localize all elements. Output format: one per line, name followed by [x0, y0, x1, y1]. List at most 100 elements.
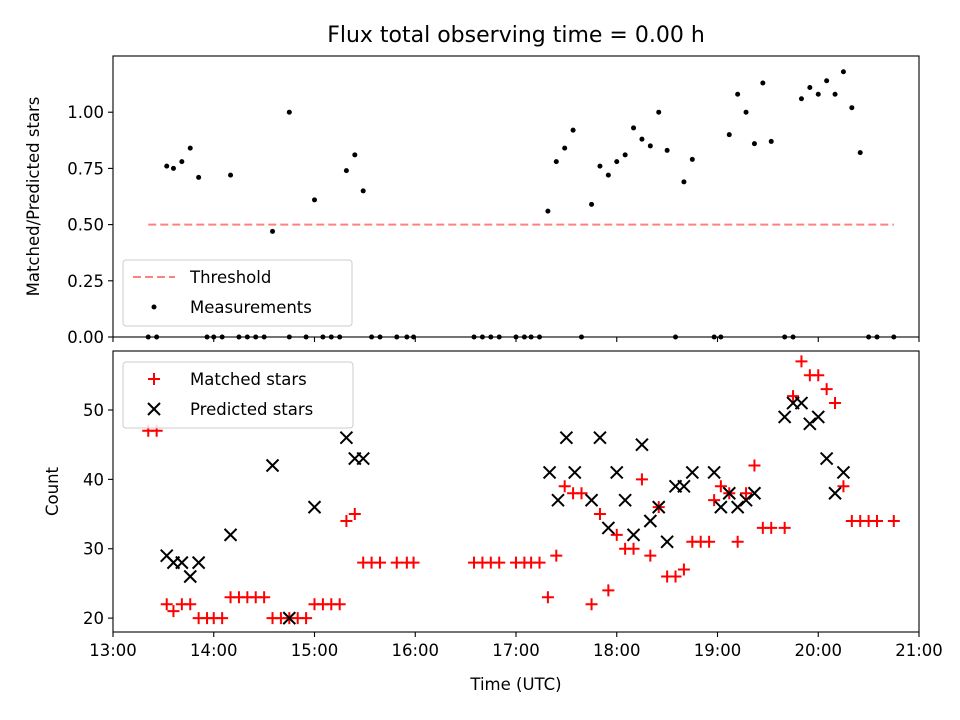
matched-stars-point	[644, 549, 657, 562]
matched-stars-point	[871, 514, 884, 527]
chart-title: Flux total observing time = 0.00 h	[327, 23, 705, 48]
predicted-stars-point	[739, 493, 753, 507]
predicted-stars-point	[677, 479, 691, 494]
measurement-point	[261, 334, 267, 340]
matched-stars-point	[708, 494, 721, 507]
measurement-point	[228, 172, 234, 178]
predicted-stars-point	[282, 611, 297, 625]
matched-stars-point	[635, 473, 648, 486]
matched-stars-point	[167, 605, 180, 618]
measurement-point	[735, 91, 741, 97]
measurement-point	[673, 334, 679, 340]
measurement-point	[718, 334, 724, 340]
matched-stars-point	[340, 514, 353, 527]
matched-stars-point	[216, 612, 229, 625]
measurement-point	[857, 150, 863, 156]
count-panel-xlabel: Time (UTC)	[469, 675, 561, 694]
predicted-legend-marker	[147, 402, 161, 416]
measurement-point	[545, 208, 551, 214]
matched-stars-point	[333, 598, 346, 611]
matched-stars-point	[610, 528, 623, 541]
matched-stars-point	[731, 535, 744, 548]
measurement-point	[824, 78, 830, 84]
predicted-stars-point	[803, 417, 817, 431]
measurement-point	[496, 334, 502, 340]
predicted-stars-point	[777, 410, 792, 424]
predicted-stars-point	[339, 431, 354, 445]
predicted-stars-point	[794, 396, 809, 410]
matched-stars-point	[550, 549, 563, 562]
predicted-stars-point	[722, 486, 736, 500]
predicted-stars-point	[643, 514, 658, 528]
measurement-point	[711, 334, 717, 340]
measurement-point	[891, 334, 897, 340]
matched-stars-point	[740, 487, 753, 500]
measurement-point	[578, 334, 584, 340]
count-xtick-label: 16:00	[391, 641, 439, 660]
matched-stars-point	[184, 598, 197, 611]
measurement-point	[570, 127, 576, 133]
predicted-stars-point	[652, 500, 666, 514]
measurement-point	[479, 334, 485, 340]
measurement-point	[286, 109, 292, 115]
measurement-point	[164, 163, 170, 169]
matched-legend-label: Matched stars	[190, 370, 307, 389]
measurement-point	[471, 334, 477, 340]
matched-stars-point	[602, 584, 615, 597]
measurement-point	[154, 334, 160, 340]
predicted-stars-point	[828, 486, 842, 500]
predicted-stars-point	[601, 521, 616, 535]
measurement-point	[743, 109, 749, 115]
count-panel-ylabel: Count	[43, 466, 62, 516]
predicted-stars-point	[685, 465, 700, 480]
matched-stars-point	[787, 390, 800, 403]
matched-stars-point	[533, 556, 546, 569]
measurement-point	[622, 152, 628, 158]
ratio-panel-legend: Threshold Measurements	[122, 259, 353, 327]
measurement-point	[411, 334, 417, 340]
count-ytick-label: 30	[83, 540, 104, 559]
measurement-point	[790, 334, 796, 340]
matched-stars-point	[765, 521, 778, 534]
measurement-point	[196, 174, 202, 180]
matched-stars-point	[407, 556, 420, 569]
measurement-point	[303, 334, 309, 340]
measurements-legend-label: Measurements	[190, 298, 312, 317]
predicted-stars-point	[747, 486, 762, 500]
predicted-stars-point	[191, 555, 206, 570]
measurement-point	[597, 163, 603, 169]
measurement-point	[807, 84, 813, 90]
ratio-ytick-label: 0.25	[67, 272, 104, 291]
matched-stars-point	[627, 542, 640, 555]
matched-stars-point	[493, 556, 506, 569]
measurement-point	[253, 334, 259, 340]
predicted-stars-point	[584, 493, 599, 507]
matched-stars-point	[541, 591, 554, 604]
measurement-point	[286, 334, 292, 340]
matched-stars-point	[812, 369, 825, 382]
measurement-point	[553, 159, 559, 165]
count-xtick-label: 20:00	[794, 641, 842, 660]
measurement-point	[798, 96, 804, 102]
ratio-ytick-label: 0.75	[67, 159, 104, 178]
measurement-point	[849, 105, 855, 111]
count-xtick-label: 18:00	[593, 641, 641, 660]
measurement-point	[631, 125, 637, 131]
count-ytick-label: 50	[83, 401, 104, 420]
predicted-stars-point	[610, 465, 624, 480]
measurement-point	[513, 334, 519, 340]
measurement-point	[394, 334, 400, 340]
measurement-point	[204, 334, 210, 340]
matched-stars-point	[160, 598, 173, 611]
count-xtick-label: 17:00	[492, 641, 540, 660]
measurement-point	[832, 91, 838, 97]
count-ytick-label: 40	[83, 470, 104, 489]
measurement-point	[647, 143, 653, 149]
matched-stars-point	[390, 556, 403, 569]
measurement-point	[404, 334, 410, 340]
matched-stars-point	[714, 480, 727, 493]
predicted-legend-label: Predicted stars	[190, 400, 313, 419]
measurement-point	[170, 165, 176, 171]
predicted-stars-point	[223, 528, 238, 542]
